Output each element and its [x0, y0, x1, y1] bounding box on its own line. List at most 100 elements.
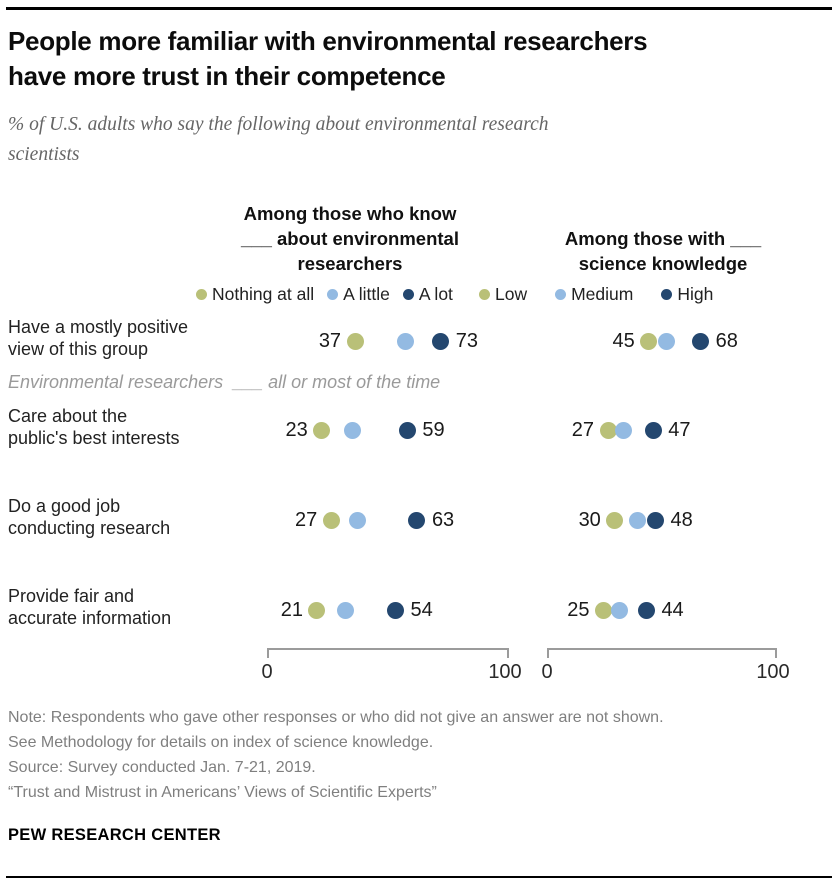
- value-label-low: 25: [567, 599, 590, 621]
- value-label-high: 63: [431, 509, 455, 531]
- pew-research-center-brand: PEW RESEARCH CENTER: [8, 826, 221, 844]
- value-label-high: 54: [410, 599, 433, 621]
- subtitle-line-1: % of U.S. adults who say the following a…: [8, 114, 549, 135]
- data-dot-medium: [628, 511, 646, 529]
- x-axis-bracket-left: [267, 648, 509, 658]
- data-dot-high: [644, 421, 662, 439]
- x-axis-bracket-right: [547, 648, 777, 658]
- row-label-do-a-good-job-conducting: Do a good job conducting research: [8, 496, 171, 538]
- data-dot-high: [692, 332, 710, 350]
- panel-header-familiarity: Among those who know ___ about environme…: [230, 201, 470, 276]
- value-label-low: 45: [612, 330, 635, 352]
- legend-dot-a-little: [327, 288, 339, 300]
- data-dot-a-lot: [432, 332, 450, 350]
- value-label-high: 73: [455, 330, 478, 352]
- value-label-high: 44: [661, 599, 684, 621]
- panel-header-line: Among those with ___: [564, 228, 762, 249]
- value-label-low: 27: [295, 509, 318, 531]
- legend-label: Nothing at all: [212, 283, 315, 304]
- top-rule: [6, 7, 832, 10]
- note-line: See Methodology for details on index of …: [8, 734, 434, 751]
- legend-dot-high: [661, 288, 673, 300]
- data-dot-high: [646, 511, 664, 529]
- data-dot-high: [637, 601, 655, 619]
- value-label-high: 47: [668, 419, 691, 441]
- data-dot-medium: [658, 332, 676, 350]
- source-line: Source: Survey conducted Jan. 7-21, 2019…: [8, 759, 316, 776]
- dot-track: 30 48: [547, 500, 773, 540]
- legend-label: Low: [495, 283, 528, 304]
- note-line: Note: Respondents who gave other respons…: [8, 709, 664, 726]
- title-line-1: People more familiar with environmental …: [8, 26, 648, 56]
- legend-dot-medium: [555, 288, 567, 300]
- legend-label: A lot: [418, 283, 453, 304]
- panel-header-line: researchers: [297, 253, 403, 274]
- data-dot-medium: [615, 421, 633, 439]
- axis-tick-100: 100: [756, 661, 790, 683]
- legend-dot-low: [479, 288, 490, 300]
- row-label-provide-fair-and-accurat: Provide fair and accurate information: [8, 586, 172, 628]
- legend-item: Low: [479, 284, 527, 305]
- legend-item: Nothing at all: [196, 284, 314, 305]
- legend-science-knowledge: Low Medium High: [479, 283, 713, 305]
- dot-track: 23 59: [267, 410, 505, 450]
- dot-track: 37 73: [267, 321, 505, 361]
- value-label-low: 37: [318, 330, 342, 352]
- footnotes: Note: Respondents who gave other respons…: [8, 705, 664, 805]
- legend-dot-a-lot: [402, 288, 414, 300]
- row-label-have-a-mostly-positive-v: Have a mostly positive view of this group: [8, 317, 189, 359]
- data-dot-low: [599, 421, 617, 439]
- data-dot-a-little: [396, 332, 414, 350]
- value-label-high: 59: [422, 419, 445, 441]
- axis-tick-100: 100: [488, 661, 522, 683]
- data-dot-a-little: [344, 421, 362, 439]
- panel-header-science-knowledge: Among those with ___ science knowledge: [543, 226, 783, 276]
- legend-item: A lot: [402, 283, 453, 305]
- legend-item: A little: [327, 284, 390, 305]
- legend-label: A little: [343, 283, 390, 304]
- title-line-2: have more trust in their competence: [8, 61, 446, 91]
- data-dot-nothing-at-all: [313, 421, 331, 439]
- axis-tick-0: 0: [261, 661, 273, 683]
- legend-item: Medium: [555, 284, 633, 305]
- dot-track: 25 44: [547, 590, 773, 630]
- data-dot-low: [640, 332, 658, 350]
- data-dot-nothing-at-all: [308, 601, 326, 619]
- legend-label: High: [677, 283, 714, 304]
- legend-dot-nothing-at-all: [196, 288, 207, 300]
- data-dot-a-little: [337, 601, 355, 619]
- row-label-care-about-the-public-s-: Care about the public's best interests: [8, 406, 180, 448]
- page-title: People more familiar with environmental …: [8, 24, 648, 94]
- data-dot-medium: [610, 601, 628, 619]
- data-dot-nothing-at-all: [346, 332, 364, 350]
- panel-header-line: science knowledge: [578, 253, 748, 274]
- dot-track: 27 63: [267, 500, 505, 540]
- report-title-line: “Trust and Mistrust in Americans’ Views …: [8, 784, 437, 801]
- dot-track: 27 47: [547, 410, 773, 450]
- inner-heading: Environmental researchers ___ all or mos…: [8, 372, 441, 392]
- legend-familiarity: Nothing at all A little A lot: [196, 283, 453, 305]
- dot-track: 21 54: [267, 590, 505, 630]
- data-dot-a-lot: [398, 421, 416, 439]
- data-dot-low: [606, 511, 624, 529]
- panel-header-line: ___ about environmental: [241, 228, 459, 249]
- data-dot-low: [595, 601, 612, 619]
- value-label-low: 23: [285, 419, 308, 441]
- value-label-high: 48: [670, 509, 693, 531]
- value-label-low: 21: [280, 599, 303, 621]
- legend-label: Medium: [571, 283, 634, 304]
- page-subtitle: % of U.S. adults who say the following a…: [8, 110, 549, 170]
- axis-tick-0: 0: [541, 661, 553, 683]
- bottom-rule: [6, 876, 832, 878]
- value-label-low: 30: [578, 509, 601, 531]
- data-dot-a-little: [348, 511, 366, 529]
- panel-header-line: Among those who know: [243, 203, 457, 224]
- data-dot-a-lot: [387, 601, 405, 619]
- data-dot-a-lot: [408, 511, 426, 529]
- legend-item: High: [661, 284, 713, 305]
- subtitle-line-2: scientists: [8, 144, 80, 165]
- value-label-low: 27: [571, 419, 595, 441]
- value-label-high: 68: [715, 330, 738, 352]
- dot-track: 45 68: [547, 321, 773, 361]
